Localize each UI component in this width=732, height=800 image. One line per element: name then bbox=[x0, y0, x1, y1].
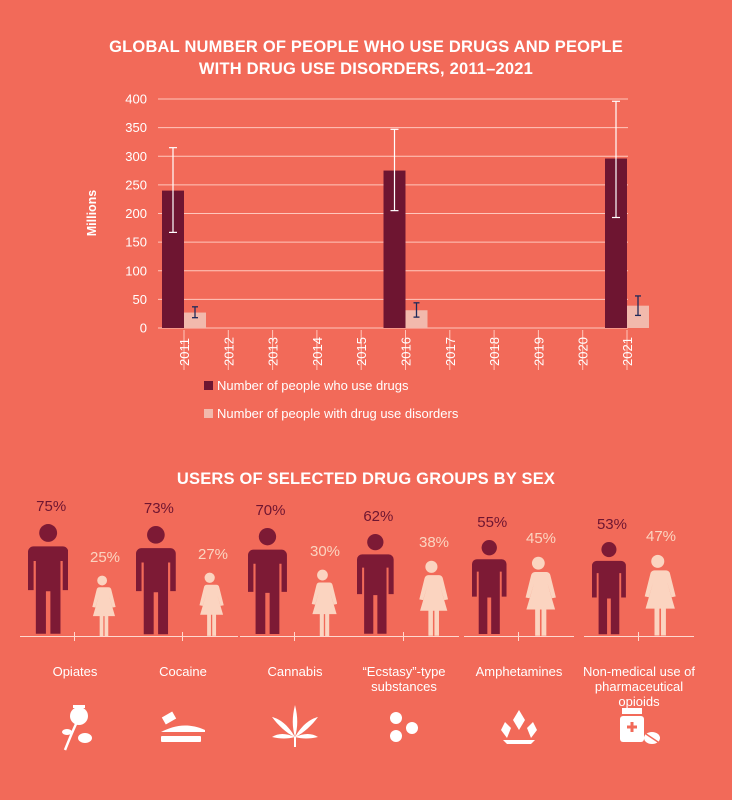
bar-users-2016 bbox=[383, 170, 406, 328]
x-tick-label: 2018 bbox=[487, 337, 502, 366]
x-tick-label: 2017 bbox=[443, 337, 458, 366]
y-axis-label: Millions bbox=[85, 190, 99, 237]
chart-title-line-1: GLOBAL NUMBER OF PEOPLE WHO USE DRUGS AN… bbox=[109, 38, 623, 56]
drug-label: Non-medical use of pharmaceutical opioid… bbox=[583, 664, 695, 709]
y-tick-label: 200 bbox=[125, 206, 147, 221]
female-percent: 30% bbox=[310, 542, 341, 560]
drug-label: Cannabis bbox=[267, 664, 323, 679]
bar-disorders-2016 bbox=[405, 310, 428, 328]
chart-title: GLOBAL NUMBER OF PEOPLE WHO USE DRUGS AN… bbox=[0, 36, 732, 80]
sex-group-2: 73% 27% Cocaine bbox=[128, 500, 238, 760]
y-tick-label: 0 bbox=[140, 321, 147, 336]
drug-label: Cocaine bbox=[159, 664, 207, 679]
sex-group-5: 55% 45% Amphetamines bbox=[464, 500, 574, 760]
x-tick-label: 2020 bbox=[576, 337, 591, 366]
female-figure-icon bbox=[307, 569, 338, 641]
drug-label: Opiates bbox=[52, 664, 98, 679]
sex-group-6: 53% 47% Non-medical use of pharmaceutical … bbox=[583, 500, 695, 760]
drug-label: “Ecstasy”-type substances bbox=[362, 664, 446, 694]
y-tick-label: 400 bbox=[125, 92, 147, 107]
baseline bbox=[20, 632, 130, 641]
baseline bbox=[464, 632, 574, 641]
x-tick-label: 2013 bbox=[266, 337, 281, 366]
baseline bbox=[584, 632, 694, 641]
female-percent: 27% bbox=[198, 546, 229, 564]
y-tick-label: 50 bbox=[133, 292, 147, 307]
bar-disorders-2021 bbox=[627, 305, 649, 328]
male-percent: 55% bbox=[477, 514, 508, 532]
cocaine-icon bbox=[128, 696, 238, 756]
chart-title-line-2: WITH DRUG USE DISORDERS, 2011–2021 bbox=[198, 60, 534, 78]
male-figure-icon bbox=[592, 541, 626, 641]
y-tick-label: 100 bbox=[125, 263, 147, 278]
x-tick-label: 2012 bbox=[221, 337, 236, 366]
bar-chart: 0 50 100 150 200 250 300 350 400 Millions 2011 2012… bbox=[85, 92, 649, 370]
legend-label-disorders: Number of people with drug use disorders bbox=[217, 406, 459, 421]
bar-disorders-2011 bbox=[184, 312, 206, 328]
female-figure-icon bbox=[195, 572, 225, 641]
pills-icon bbox=[349, 696, 459, 756]
y-tick-label: 250 bbox=[125, 177, 147, 192]
x-tick-label: 2011 bbox=[177, 338, 192, 366]
bar-users-2021 bbox=[605, 158, 627, 328]
y-tick-label: 350 bbox=[125, 120, 147, 135]
male-figure-icon bbox=[248, 527, 287, 641]
female-percent: 38% bbox=[419, 534, 450, 552]
male-figure-icon bbox=[472, 540, 507, 641]
bar-users-2011 bbox=[162, 190, 184, 328]
female-percent: 45% bbox=[526, 530, 557, 548]
male-percent: 53% bbox=[596, 515, 627, 533]
crystals-icon bbox=[464, 696, 574, 756]
female-figure-icon bbox=[414, 560, 449, 641]
x-tick-label: 2014 bbox=[310, 337, 325, 366]
baseline bbox=[240, 632, 350, 641]
pill-bottle-icon bbox=[584, 696, 694, 756]
y-tick-label: 300 bbox=[125, 149, 147, 164]
male-figure-icon bbox=[136, 525, 176, 641]
female-figure-icon bbox=[639, 554, 677, 641]
y-tick-label: 150 bbox=[125, 235, 147, 250]
sex-group-3: 70% 30% Cannabis bbox=[240, 500, 350, 760]
drug-label: Amphetamines bbox=[475, 664, 563, 679]
x-tick-label: 2016 bbox=[399, 337, 414, 366]
male-figure-icon bbox=[28, 524, 69, 641]
x-tick-label: 2015 bbox=[354, 337, 369, 366]
legend-swatch-users bbox=[204, 381, 213, 390]
female-percent: 47% bbox=[646, 528, 677, 546]
male-percent: 75% bbox=[36, 498, 67, 515]
male-percent: 62% bbox=[363, 508, 394, 526]
baseline bbox=[349, 632, 459, 641]
x-tick-label: 2021 bbox=[620, 337, 635, 366]
baseline bbox=[128, 632, 238, 641]
sex-group-4: 62% 38% “Ecstasy”-type substances bbox=[349, 500, 459, 760]
x-tick-label: 2019 bbox=[531, 337, 546, 366]
poppy-icon bbox=[20, 696, 130, 756]
sex-group-1: 75% 25% Opiates bbox=[20, 498, 130, 760]
female-figure-icon bbox=[520, 556, 557, 641]
legend-item-users: Number of people who use drugs bbox=[204, 378, 409, 393]
male-percent: 70% bbox=[255, 501, 286, 519]
female-percent: 25% bbox=[90, 548, 121, 566]
legend-item-disorders: Number of people with drug use disorders bbox=[204, 406, 458, 421]
legend-swatch-disorders bbox=[204, 409, 213, 418]
sex-section-title: USERS OF SELECTED DRUG GROUPS BY SEX bbox=[176, 470, 556, 488]
legend-label-users: Number of people who use drugs bbox=[217, 378, 409, 393]
male-figure-icon bbox=[357, 534, 394, 641]
female-figure-icon bbox=[88, 575, 116, 641]
male-percent: 73% bbox=[143, 499, 174, 517]
cannabis-leaf-icon bbox=[240, 696, 350, 756]
